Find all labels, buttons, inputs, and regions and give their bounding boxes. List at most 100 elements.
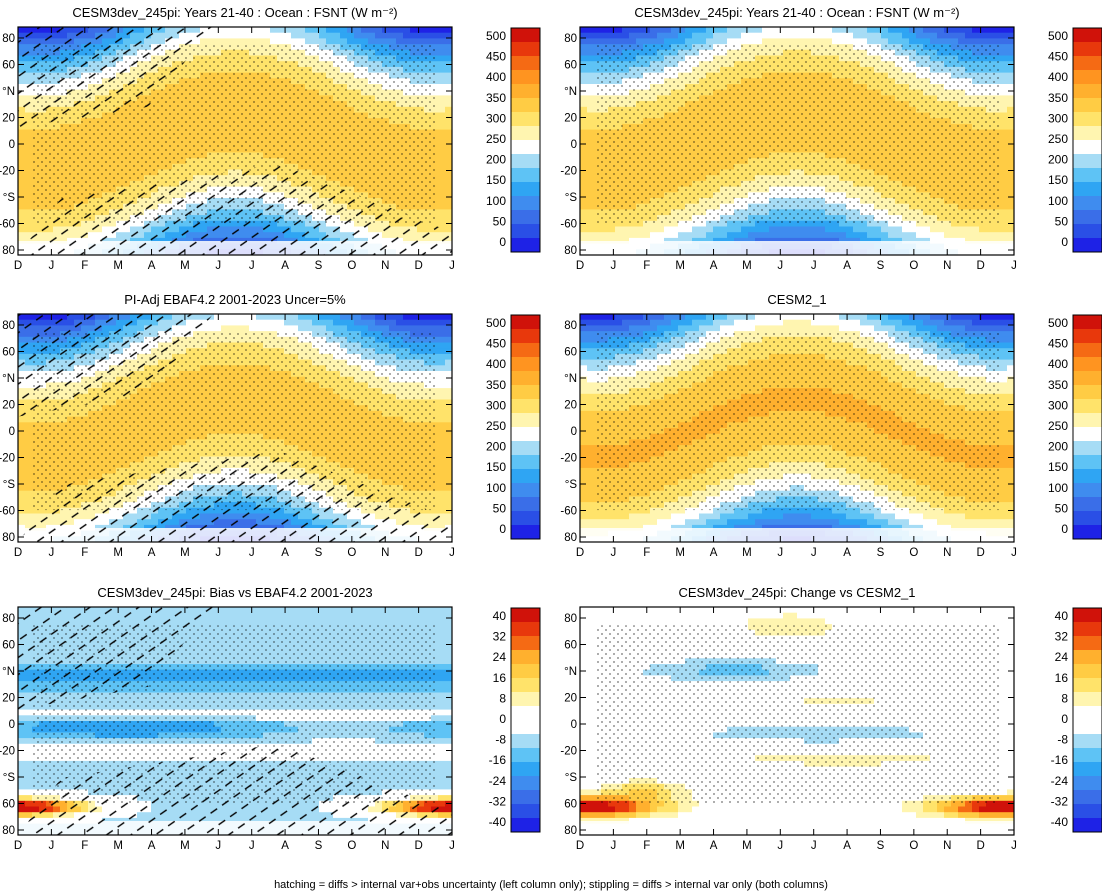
- heatmap-cell: [235, 32, 243, 39]
- heatmap-cell: [438, 192, 446, 199]
- heatmap-cell: [846, 32, 854, 39]
- hatching: [18, 27, 214, 130]
- heatmap-cell: [438, 118, 446, 125]
- heatmap-cell: [1007, 38, 1014, 45]
- heatmap-cell: [671, 232, 679, 239]
- heatmap-field: [580, 27, 1014, 255]
- heatmap-cell: [424, 38, 432, 45]
- heatmap-cell: [993, 232, 1001, 239]
- heatmap-cell: [951, 38, 959, 45]
- heatmap-cell: [958, 32, 966, 39]
- colorbar-label: 250: [486, 132, 506, 146]
- heatmap-cell: [242, 32, 250, 39]
- heatmap-cell: [445, 129, 452, 136]
- heatmap-cell: [587, 95, 595, 102]
- heatmap-cell: [699, 27, 707, 34]
- heatmap-cell: [396, 32, 404, 39]
- colorbar-swatch: [511, 28, 540, 43]
- heatmap-cell: [797, 220, 805, 228]
- heatmap-cell: [1000, 123, 1008, 131]
- heatmap-cell: [25, 169, 33, 176]
- heatmap-cell: [853, 38, 861, 45]
- heatmap-cell: [18, 169, 26, 176]
- heatmap-cell: [685, 220, 693, 228]
- heatmap-cell: [657, 27, 665, 34]
- heatmap-cell: [867, 226, 875, 233]
- heatmap-cell: [713, 27, 721, 34]
- heatmap-cell: [741, 27, 749, 34]
- heatmap-cell: [580, 101, 588, 108]
- heatmap-cell: [438, 158, 446, 165]
- heatmap-cell: [734, 232, 742, 239]
- month-tick-label: D: [414, 260, 422, 272]
- heatmap-cell: [825, 232, 833, 239]
- heatmap-cell: [438, 186, 446, 193]
- heatmap-cell: [622, 232, 630, 239]
- heatmap-cell: [832, 220, 840, 228]
- heatmap-cell: [762, 38, 770, 45]
- heatmap-cell: [396, 38, 404, 45]
- heatmap-cell: [438, 89, 446, 96]
- colorbar-swatch: [511, 70, 540, 85]
- heatmap-cell: [1000, 27, 1008, 34]
- heatmap-cell: [305, 38, 313, 45]
- heatmap-cell: [902, 226, 910, 233]
- heatmap-cell: [207, 32, 215, 39]
- heatmap-cell: [713, 226, 721, 233]
- heatmap-cell: [979, 32, 987, 39]
- heatmap-cell: [1007, 55, 1014, 62]
- heatmap-cell: [888, 232, 896, 239]
- heatmap-cell: [664, 220, 672, 228]
- heatmap-cell: [692, 220, 700, 228]
- heatmap-cell: [972, 38, 980, 45]
- heatmap-cell: [846, 38, 854, 45]
- heatmap-cell: [347, 32, 355, 39]
- heatmap-cell: [594, 226, 602, 233]
- heatmap-cell: [389, 27, 397, 34]
- heatmap-cell: [958, 232, 966, 239]
- heatmap-cell: [438, 169, 446, 176]
- heatmap-cell: [445, 44, 452, 51]
- month-tick-label: N: [381, 260, 389, 272]
- heatmap-cell: [1000, 146, 1008, 153]
- heatmap-cell: [664, 226, 672, 233]
- panel-title: CESM3dev_245pi: Years 21-40 : Ocean : FS…: [72, 5, 397, 20]
- heatmap-cell: [298, 27, 306, 34]
- heatmap-cell: [587, 129, 595, 136]
- heatmap-cell: [18, 226, 26, 233]
- heatmap-cell: [587, 32, 595, 39]
- heatmap-cell: [438, 198, 446, 205]
- heatmap-cell: [825, 220, 833, 228]
- heatmap-cell: [25, 215, 33, 222]
- heatmap-cell: [979, 220, 987, 228]
- heatmap-cell: [671, 32, 679, 39]
- heatmap-cell: [200, 38, 208, 45]
- heatmap-cell: [769, 32, 777, 39]
- heatmap-cell: [895, 226, 903, 233]
- heatmap-cell: [580, 226, 588, 233]
- heatmap-cell: [298, 32, 306, 39]
- heatmap-cell: [818, 220, 826, 228]
- heatmap-cell: [445, 186, 452, 193]
- heatmap-cell: [776, 226, 784, 233]
- heatmap-cell: [643, 220, 651, 228]
- heatmap-cell: [438, 55, 446, 62]
- heatmap-cell: [32, 226, 40, 233]
- heatmap-cell: [361, 38, 369, 45]
- heatmap-cell: [594, 27, 602, 34]
- heatmap-field: [18, 27, 452, 255]
- heatmap-cell: [965, 220, 973, 228]
- heatmap-cell: [25, 135, 33, 142]
- heatmap-cell: [580, 146, 588, 153]
- heatmap-cell: [825, 38, 833, 45]
- heatmap-cell: [727, 27, 735, 34]
- heatmap-cell: [629, 232, 637, 239]
- heatmap-cell: [1000, 175, 1008, 182]
- heatmap-cell: [916, 38, 924, 45]
- heatmap-cell: [727, 32, 735, 39]
- heatmap-cell: [762, 27, 770, 34]
- heatmap-cell: [263, 32, 271, 39]
- heatmap-cell: [769, 226, 777, 233]
- heatmap-cell: [1000, 158, 1008, 165]
